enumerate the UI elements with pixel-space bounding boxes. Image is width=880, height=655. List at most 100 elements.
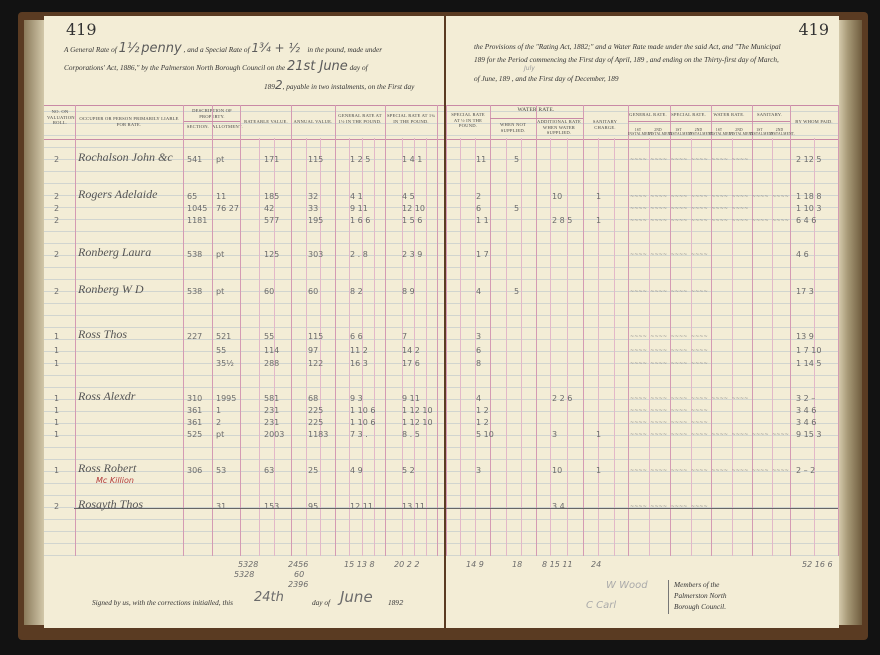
column-rule <box>670 105 671 556</box>
col-roll: No. on Valuation Roll. <box>47 109 75 125</box>
paid-date-mark: ~~~~ <box>630 194 647 200</box>
sanitary-charge: 1 <box>596 466 602 475</box>
section: 538 <box>187 287 203 296</box>
col-special-rate: Special Rate at 1¾ in the pound. <box>386 113 435 124</box>
sub-rule <box>306 138 307 556</box>
paid-date-mark: ~~~~ <box>670 289 688 295</box>
heading-text: Corporations' Act, 1886," by the Palmers… <box>64 63 286 72</box>
general-rate-handwritten: 1½ <box>118 41 140 56</box>
water-additional: 10 <box>552 192 563 201</box>
heading-text: of June, 189 , and the First day of Dece… <box>474 74 619 83</box>
sanitary-charge: 1 <box>596 192 602 201</box>
section: 541 <box>187 155 203 164</box>
roll-number: 2 <box>54 192 60 201</box>
amount-paid: 1 7 10 <box>796 346 822 355</box>
section: 310 <box>187 394 203 403</box>
paid-date-mark: ~~~~ <box>630 468 647 474</box>
bracket <box>668 580 669 614</box>
paid-date-mark: ~~~~ <box>650 396 668 402</box>
right-footer: 14 9 18 8 15 11 24 52 16 6 W Wood C Carl… <box>446 556 839 628</box>
members-text: Palmerston North <box>674 591 727 600</box>
sub-rule <box>414 138 415 556</box>
sub-rule <box>362 138 363 556</box>
left-page: 419 A General Rate of 1½ penny , and a S… <box>44 16 444 628</box>
paid-date-mark: ~~~~ <box>711 218 728 224</box>
paid-date-mark: ~~~~ <box>690 206 708 212</box>
water-not-supplied: 5 <box>514 287 520 296</box>
paid-date-mark: ~~~~ <box>670 157 688 163</box>
col-instalment: 2nd Instalment. <box>688 128 715 137</box>
paid-date-mark: ~~~~ <box>670 396 688 402</box>
paid-date-mark: ~~~~ <box>690 504 708 510</box>
col-paid-waterrate: Water Rate. <box>713 112 745 117</box>
sanitary-charge: 1 <box>596 430 602 439</box>
section: 1181 <box>187 216 208 225</box>
date-handwritten: 21st June <box>286 59 348 74</box>
paid-date-mark: ~~~~ <box>650 408 668 414</box>
occupier-name: Ross Robert <box>78 461 137 475</box>
amount-paid: 9 15 3 <box>796 430 822 439</box>
rateable-value: 288 <box>264 359 280 368</box>
col-section: Section. <box>186 124 210 129</box>
paid-date-mark: ~~~~ <box>650 504 668 510</box>
sanitary-charge: 1 <box>596 216 602 225</box>
total-special: 20 2 2 <box>394 560 420 569</box>
allotment: pt <box>216 287 225 296</box>
col-sanitary: Sanitary Charge. <box>592 119 618 130</box>
general-rate: 1 6 6 <box>350 216 371 225</box>
roll-number: 1 <box>54 346 60 355</box>
paid-date-mark: ~~~~ <box>772 194 789 200</box>
general-rate: 9 11 <box>350 204 368 213</box>
page-stack-left <box>24 20 46 625</box>
total-rateable: 5328 <box>238 560 259 569</box>
paid-date-mark: ~~~~ <box>711 396 728 402</box>
water-not-supplied: 5 <box>514 155 520 164</box>
members-text: Members of the <box>674 580 720 589</box>
members-text: Borough Council. <box>674 602 727 611</box>
total-rateable-below: 5328 <box>234 570 255 579</box>
paid-date-mark: ~~~~ <box>650 218 668 224</box>
paid-date-mark: ~~~~ <box>630 396 647 402</box>
paid-date-mark: ~~~~ <box>650 289 668 295</box>
sub-rule <box>814 138 815 556</box>
paid-date-mark: ~~~~ <box>731 432 749 438</box>
column-rule <box>212 105 213 556</box>
annual-value: 225 <box>308 418 324 427</box>
annual-value: 1183 <box>308 430 329 439</box>
col-instalment: 2nd Instalment. <box>648 128 674 137</box>
occupier-name: Rogers Adelaide <box>78 187 158 201</box>
occupier-name: Rosayth Thos <box>78 497 144 511</box>
water-additional: 3 4 <box>552 502 565 511</box>
col-occupier: Occupier or Person Primarily Liable for … <box>79 116 179 127</box>
occupier-name: Ross Alexdr <box>78 389 136 403</box>
general-rate: 12 11 <box>350 502 373 511</box>
page-number: 419 <box>66 20 97 39</box>
paid-date-mark: ~~~~ <box>731 468 749 474</box>
sub-rule <box>402 138 403 556</box>
amount-paid: 2 12 5 <box>796 155 822 164</box>
sub-rule <box>598 138 599 556</box>
column-rule <box>291 105 292 556</box>
special-rate: 2 3 9 <box>402 250 423 259</box>
column-rule <box>583 105 584 556</box>
allotment: 35½ <box>216 359 234 368</box>
paid-date-mark: ~~~~ <box>670 334 688 340</box>
section: 361 <box>187 418 203 427</box>
rateable-value: 125 <box>264 250 280 259</box>
paid-date-mark: ~~~~ <box>772 432 789 438</box>
paid-date-mark: ~~~~ <box>630 157 647 163</box>
paid-date-mark: ~~~~ <box>690 361 708 367</box>
paid-date-mark: ~~~~ <box>731 396 749 402</box>
amount-paid: 1 18 8 <box>796 192 822 201</box>
paid-date-mark: ~~~~ <box>650 420 668 426</box>
paid-date-mark: ~~~~ <box>650 468 668 474</box>
total-general: 15 13 8 <box>344 560 375 569</box>
special-rate: 1 4 1 <box>402 155 423 164</box>
col-general-rate: General Rate at 1½ in the pound. <box>338 113 382 124</box>
sub-rule <box>506 138 507 556</box>
paid-date-mark: ~~~~ <box>731 157 749 163</box>
rateable-value: 55 <box>264 332 275 341</box>
roll-number: 1 <box>54 359 60 368</box>
allotment: 55 <box>216 346 227 355</box>
heading-text: penny <box>141 41 182 56</box>
